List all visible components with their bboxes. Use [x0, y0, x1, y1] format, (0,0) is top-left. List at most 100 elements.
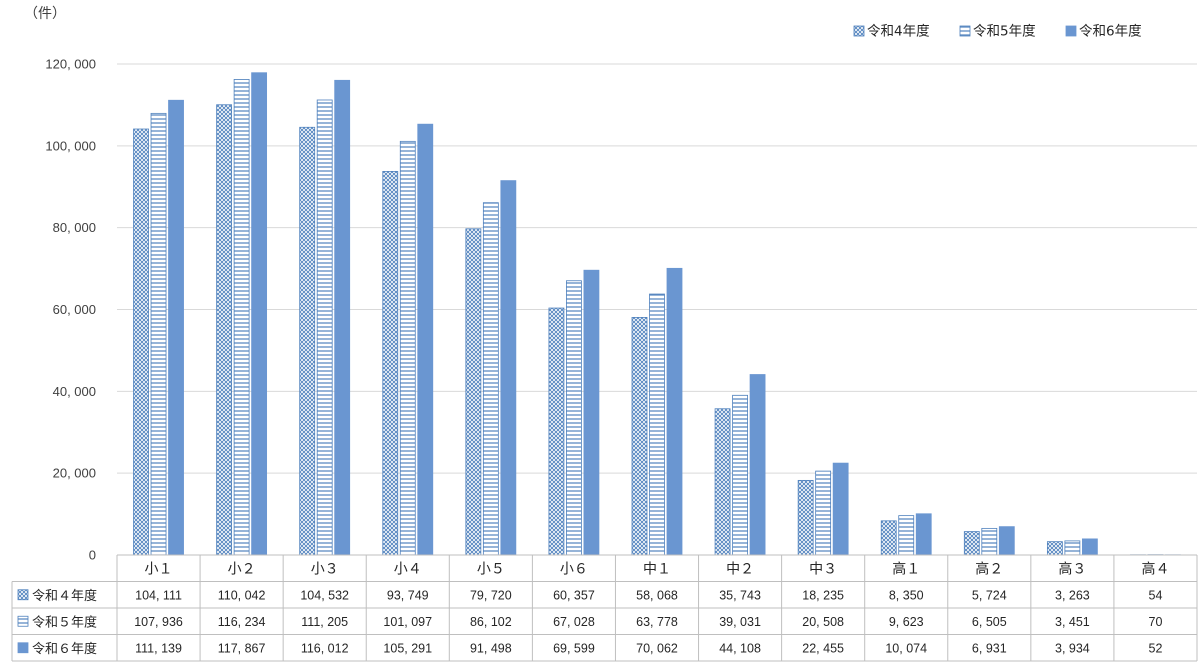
table-cell: 3, 934 [1055, 641, 1090, 655]
legend-label: 令和5年度 [973, 24, 1036, 40]
bars [133, 72, 1181, 556]
x-category-label: 小４ [394, 561, 422, 577]
table-cell: 110, 042 [218, 588, 266, 602]
x-category-label: 小３ [311, 561, 339, 577]
legend-label: 令和4年度 [867, 24, 930, 40]
bar [583, 269, 600, 556]
table-legend-key [17, 615, 29, 627]
bar [1064, 540, 1081, 556]
bar [898, 515, 915, 556]
table-cell: 22, 455 [802, 641, 844, 655]
table-cell: 6, 505 [972, 615, 1007, 629]
table-cell: 111, 139 [135, 641, 182, 655]
table-legend-key [17, 589, 29, 601]
legend-key [853, 25, 865, 37]
table-cell: 67, 028 [553, 615, 595, 629]
y-tick-label: 0 [89, 548, 96, 563]
table-cell: 52 [1149, 641, 1163, 655]
bar [998, 526, 1015, 556]
table-cell: 79, 720 [470, 588, 512, 602]
bar [1046, 541, 1063, 556]
table-cell: 91, 498 [470, 641, 512, 655]
y-tick-label: 120, 000 [45, 57, 96, 72]
x-category-label: 高４ [1141, 560, 1169, 577]
x-category-label: 高３ [1058, 560, 1086, 577]
bar [548, 307, 565, 556]
bar [168, 99, 184, 556]
data-table: 小１ 小２ 小３ 小４ 小５ 小６ 中１ 中２ 中３ 高１ 高２ 高３ 高４ 令和４年度 104, 111 1… [11, 554, 1198, 662]
x-category-label: 小６ [560, 561, 588, 577]
bar [714, 408, 731, 556]
table-cell: 8, 350 [889, 588, 924, 602]
bar [566, 280, 582, 556]
table-cell: 63, 778 [636, 615, 678, 629]
bar [316, 99, 333, 556]
legend-label: 令和6年度 [1079, 24, 1142, 40]
table-cell: 116, 012 [301, 641, 349, 655]
y-tick-label: 40, 000 [53, 384, 96, 399]
table-cell: 6, 931 [972, 641, 1007, 655]
table-cell: 101, 097 [383, 615, 432, 629]
table-row-label: 令和４年度 [32, 588, 97, 604]
x-category-label: 高２ [975, 560, 1003, 577]
table-cell: 105, 291 [383, 641, 432, 655]
table-cell: 35, 743 [719, 588, 761, 602]
table-cell: 44, 108 [719, 641, 761, 655]
table-cell: 18, 235 [802, 588, 844, 602]
x-category-label: 小１ [145, 561, 173, 577]
bar [500, 180, 517, 556]
table-cell: 104, 111 [135, 588, 182, 602]
bar [749, 374, 766, 556]
x-category-label: 中２ [726, 561, 754, 577]
legend-key [959, 25, 971, 37]
y-tick-label: 100, 000 [45, 138, 96, 153]
y-tick-label: 60, 000 [53, 302, 96, 317]
bar [482, 202, 499, 556]
bar [233, 79, 250, 556]
table-cell: 117, 867 [218, 641, 266, 655]
table-cell: 5, 724 [972, 588, 1007, 602]
bar [417, 123, 434, 556]
legend-key [1065, 25, 1077, 37]
table-cell: 10, 074 [885, 641, 927, 655]
x-category-label: 中３ [809, 561, 837, 577]
table-cell: 69, 599 [553, 641, 595, 655]
y-axis-ticks: 0 20, 000 40, 000 60, 000 80, 000 100, 000 120… [45, 57, 96, 563]
table-cell: 9, 623 [889, 615, 924, 629]
bar [631, 317, 648, 556]
table-cell: 86, 102 [470, 615, 512, 629]
table-row-label: 令和５年度 [32, 614, 97, 630]
bar [334, 79, 351, 556]
table-cell: 60, 357 [553, 588, 595, 602]
table-cell: 107, 936 [134, 615, 183, 629]
bar [649, 293, 665, 556]
bar [382, 171, 399, 556]
table-cell: 3, 263 [1055, 588, 1090, 602]
table-cell: 3, 451 [1055, 615, 1090, 629]
table-legend-key [17, 642, 29, 654]
bar [832, 462, 849, 556]
x-category-label: 高１ [892, 560, 920, 577]
table-cell: 93, 749 [387, 588, 429, 602]
bar [981, 527, 998, 556]
bar [666, 267, 683, 556]
bar [216, 104, 233, 556]
bar [732, 394, 748, 556]
bar [815, 470, 832, 556]
bar [251, 72, 268, 556]
table-cell: 111, 205 [301, 615, 348, 629]
table-cell: 116, 234 [218, 615, 266, 629]
table-cell: 39, 031 [719, 615, 761, 629]
bar [465, 228, 482, 556]
table-row-label: 令和６年度 [32, 641, 97, 657]
table-cell: 20, 508 [802, 615, 844, 629]
bar [915, 513, 932, 556]
bar [1081, 538, 1098, 556]
table-cell: 54 [1149, 588, 1163, 602]
table-cell: 104, 532 [300, 588, 349, 602]
bar [299, 126, 316, 556]
table-cell: 70, 062 [636, 641, 678, 655]
bar [963, 531, 980, 556]
bar [150, 112, 167, 556]
bar [880, 520, 897, 556]
